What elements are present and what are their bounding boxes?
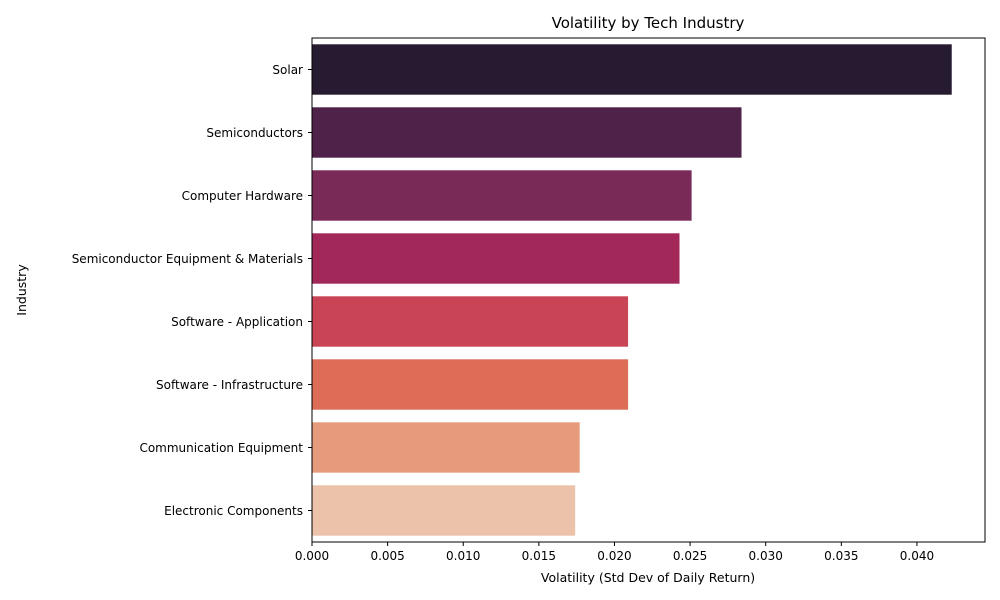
y-tick-label: Software - Infrastructure [156, 378, 303, 392]
bar-4 [312, 296, 629, 347]
x-axis-ticks: 0.000 0.005 0.010 0.015 0.020 0.025 0.030 0.035… [295, 542, 934, 563]
bar-3 [312, 233, 680, 284]
axes-frame [311, 37, 986, 543]
bar-6 [312, 422, 580, 473]
x-tick-label: 0.015 [522, 549, 556, 563]
bar-7 [312, 485, 576, 536]
x-tick-label: 0.040 [900, 549, 934, 563]
y-tick-label: Computer Hardware [182, 189, 303, 203]
x-tick-label: 0.020 [597, 549, 631, 563]
bar-1 [312, 107, 742, 158]
bar-0 [312, 44, 952, 95]
x-tick-label: 0.035 [824, 549, 858, 563]
x-tick-label: 0.030 [749, 549, 783, 563]
y-axis-label: Industry [14, 264, 29, 316]
bar-5 [312, 359, 629, 410]
y-tick-label: Software - Application [171, 315, 303, 329]
plot-border [311, 37, 986, 543]
y-axis-ticks: Solar Semiconductors Computer Hardware Semi… [72, 63, 312, 518]
y-tick-label: Solar [272, 63, 303, 77]
bars-group [312, 44, 952, 536]
y-tick-label: Semiconductors [206, 126, 303, 140]
x-tick-label: 0.005 [370, 549, 404, 563]
x-axis-label: Volatility (Std Dev of Daily Return) [541, 570, 755, 585]
x-tick-label: 0.010 [446, 549, 480, 563]
chart-title: Volatility by Tech Industry [552, 14, 745, 32]
x-tick-label: 0.025 [673, 549, 707, 563]
y-tick-label: Electronic Components [164, 504, 303, 518]
x-tick-label: 0.000 [295, 549, 329, 563]
y-tick-label: Communication Equipment [139, 441, 303, 455]
y-tick-label: Semiconductor Equipment & Materials [72, 252, 303, 266]
bar-2 [312, 170, 692, 221]
